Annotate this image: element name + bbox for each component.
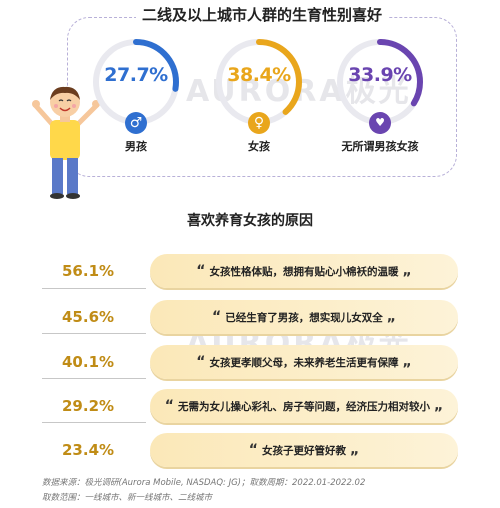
footer-scope: 取数范围：一线城市、新一线城市、二线城市: [42, 493, 213, 503]
baby-icon: ♥: [369, 112, 391, 134]
reason-text-3: “女孩更孝顺父母，未来养老生活更有保障 „: [150, 354, 458, 370]
reason-label-2: 已经生育了男孩，想实现儿女双全: [225, 312, 383, 324]
quote-open-mark: “: [196, 263, 206, 279]
row-divider: [42, 288, 146, 289]
row-divider: [42, 422, 146, 423]
reason-bubble-4: “ 无需为女儿操心彩礼、房子等问题，经济压力相对较小 „: [150, 389, 458, 423]
reason-bubble-3: “女孩更孝顺父母，未来养老生活更有保障 „: [150, 345, 458, 379]
footer-source: 数据来源：极光调研(Aurora Mobile, NASDAQ: JG)；取数周…: [42, 478, 366, 488]
ring-value-either: 33.9%: [348, 64, 412, 86]
ring-either: 33.9% ♥: [334, 36, 426, 134]
page-title: 二线及以上城市人群的生育性别喜好: [67, 4, 457, 25]
ring-label-boy: 男孩: [125, 140, 147, 153]
reason-text-1: “女孩性格体贴，想拥有贴心小棉袄的温暖 „: [150, 263, 458, 279]
ring-label-girl: 女孩: [248, 140, 270, 153]
reasons-title: 喜欢养育女孩的原因: [187, 213, 313, 229]
reason-bubble-5: “ 女孩子更好管好教 „: [150, 433, 458, 467]
ring-value-girl: 38.4%: [227, 64, 291, 86]
reason-text-2: “已经生育了男孩，想实现儿女双全 „: [150, 309, 458, 325]
reason-text-5: “ 女孩子更好管好教 „: [150, 442, 458, 458]
reason-value-4: 29.2%: [62, 397, 115, 415]
quote-close-mark: „: [402, 354, 412, 370]
reason-label-1: 女孩性格体贴，想拥有贴心小棉袄的温暖: [209, 266, 399, 278]
row-divider: [42, 333, 146, 334]
ring-girl: 38.4% ♀: [213, 36, 305, 134]
female-icon: ♀: [248, 112, 270, 134]
reason-value-3: 40.1%: [62, 353, 115, 371]
ring-value-boy: 27.7%: [104, 64, 168, 86]
quote-open-mark: “: [212, 309, 222, 325]
quote-close-mark: „: [402, 263, 412, 279]
quote-close-mark: „: [386, 309, 396, 325]
quote-close-mark: „: [434, 398, 444, 414]
ring-boy: 27.7% ♂: [90, 36, 182, 134]
girl-illustration: [30, 84, 100, 204]
reason-value-1: 56.1%: [62, 262, 115, 280]
ring-arc-boy: [93, 39, 179, 125]
quote-open-mark: “: [196, 354, 206, 370]
ring-label-either: 无所谓男孩女孩: [341, 140, 419, 153]
reason-bubble-2: “已经生育了男孩，想实现儿女双全 „: [150, 300, 458, 334]
reason-bubble-1: “女孩性格体贴，想拥有贴心小棉袄的温暖 „: [150, 254, 458, 288]
male-icon: ♂: [125, 112, 147, 134]
reason-label-5: 女孩子更好管好教: [262, 445, 346, 457]
quote-open-mark: “: [164, 398, 174, 414]
reason-value-5: 23.4%: [62, 441, 115, 459]
reason-label-3: 女孩更孝顺父母，未来养老生活更有保障: [209, 357, 399, 369]
row-divider: [42, 378, 146, 379]
ring-arc-girl: [216, 39, 302, 125]
reason-value-2: 45.6%: [62, 308, 115, 326]
quote-close-mark: „: [350, 442, 360, 458]
reason-text-4: “ 无需为女儿操心彩礼、房子等问题，经济压力相对较小 „: [150, 398, 458, 414]
quote-open-mark: “: [248, 442, 258, 458]
ring-arc-either: [337, 39, 423, 125]
reason-label-4: 无需为女儿操心彩礼、房子等问题，经济压力相对较小: [178, 401, 430, 413]
